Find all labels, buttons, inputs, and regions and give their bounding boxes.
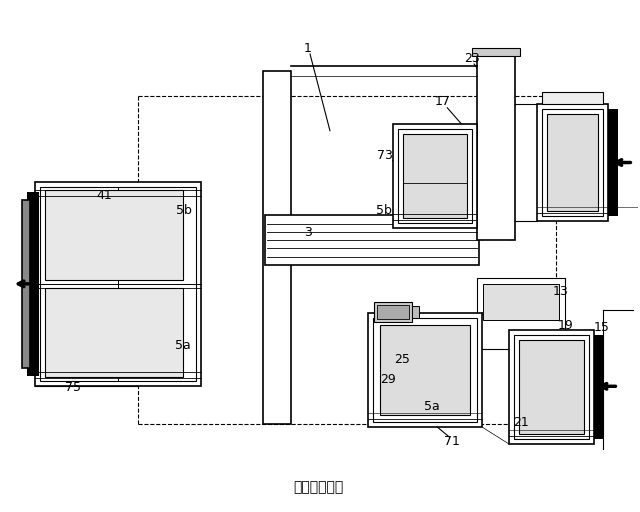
Text: 作業可能領域: 作業可能領域	[293, 480, 343, 494]
Bar	[27, 193, 38, 376]
Bar	[380, 325, 470, 415]
Bar	[45, 190, 183, 280]
Bar	[537, 104, 609, 221]
Bar	[472, 48, 520, 56]
Text: 41: 41	[96, 189, 112, 202]
Text: 5b: 5b	[376, 204, 392, 217]
Text: 75: 75	[65, 381, 81, 394]
Bar	[542, 92, 604, 104]
Text: 19: 19	[558, 319, 573, 332]
Bar	[542, 109, 604, 216]
Bar	[403, 134, 467, 218]
Bar	[397, 129, 472, 223]
Bar	[35, 182, 201, 386]
Text: 73: 73	[377, 149, 392, 162]
Bar	[547, 114, 598, 211]
Bar	[392, 124, 477, 228]
Bar	[509, 330, 593, 444]
Bar	[374, 302, 412, 322]
Bar	[45, 288, 183, 377]
Bar	[609, 109, 618, 216]
Text: 3: 3	[304, 226, 312, 239]
Text: 23: 23	[464, 52, 480, 65]
Bar	[22, 200, 29, 369]
Text: 29: 29	[380, 373, 396, 386]
Text: 1: 1	[304, 41, 312, 55]
Bar	[483, 284, 559, 319]
Text: 17: 17	[435, 95, 451, 109]
Text: 5b: 5b	[176, 204, 192, 217]
Bar	[519, 339, 584, 434]
Text: 71: 71	[444, 436, 460, 449]
Bar	[372, 317, 477, 422]
Text: 13: 13	[553, 285, 568, 298]
Bar	[40, 187, 196, 381]
Bar	[263, 71, 291, 424]
Bar	[266, 215, 479, 265]
Text: 21: 21	[513, 416, 529, 429]
Text: 5a: 5a	[175, 339, 191, 352]
Bar	[593, 334, 604, 439]
Bar	[477, 278, 564, 350]
Text: 5a: 5a	[424, 400, 439, 413]
Bar	[368, 313, 482, 427]
Bar	[514, 334, 589, 439]
Bar	[377, 305, 408, 318]
Bar	[412, 306, 419, 317]
Bar	[477, 56, 515, 240]
Text: 25: 25	[395, 353, 410, 366]
Text: 15: 15	[593, 321, 609, 334]
